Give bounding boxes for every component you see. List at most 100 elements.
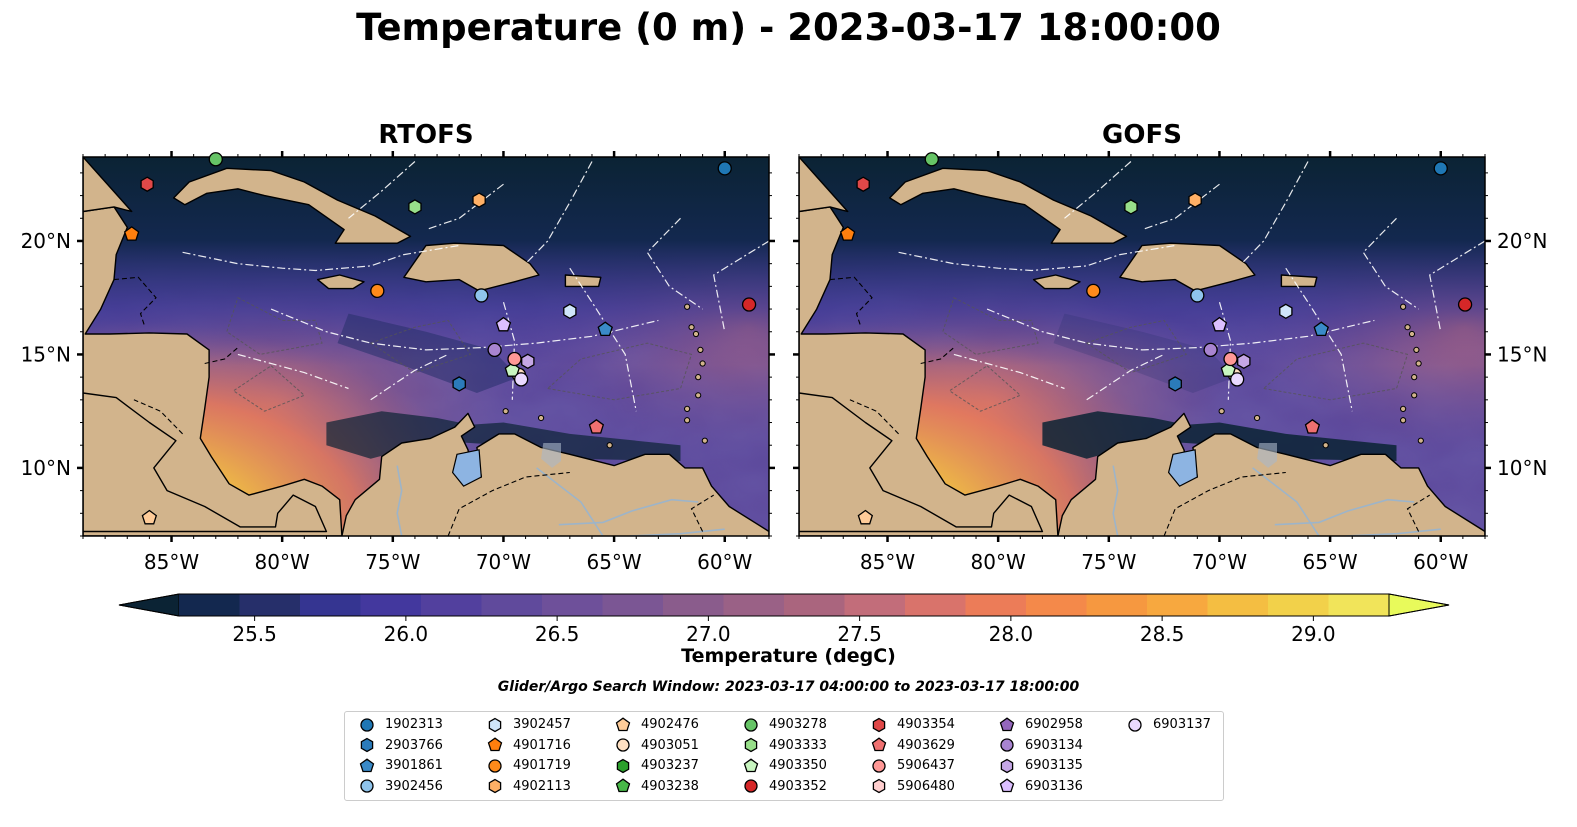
float-marker-4903278 — [924, 152, 939, 167]
colorbar-tick-label: 28.0 — [989, 622, 1034, 646]
land-jam — [316, 274, 365, 290]
land-cuba — [173, 167, 412, 244]
lat-tick-label: 15°N — [1497, 342, 1547, 366]
float-marker-2903766 — [452, 376, 466, 392]
legend-item-5906480: 5906480 — [871, 777, 955, 797]
float-marker-3902457 — [563, 303, 577, 320]
colorbar-segment — [1207, 594, 1269, 616]
legend-label: 3901861 — [385, 758, 443, 773]
legend-label: 4902476 — [641, 717, 699, 732]
lat-tick-label: 10°N — [21, 456, 71, 480]
land-west — [83, 157, 133, 213]
legend-label: 3902456 — [385, 778, 443, 794]
legend-marker-icon — [360, 737, 374, 753]
legend-marker-icon — [871, 737, 887, 752]
legend-marker-icon — [1000, 738, 1014, 752]
legend-item-6903137: 6903137 — [1127, 715, 1211, 735]
land-jam — [1032, 274, 1081, 290]
float-marker-6903136 — [1211, 316, 1228, 332]
land-yuc — [83, 206, 343, 536]
float-marker-4901716 — [123, 226, 140, 241]
legend-item-4903352: 4903352 — [743, 777, 827, 797]
float-marker-4903629 — [1304, 418, 1321, 434]
colorbar-segment — [1268, 594, 1329, 616]
legend-marker-icon — [1000, 758, 1014, 773]
lon-tick-label: 75°W — [365, 550, 420, 574]
land-sa — [341, 412, 769, 536]
float-marker-6903137 — [1230, 372, 1245, 387]
legend-item-3902457: 3902457 — [487, 715, 571, 735]
legend-marker-icon — [1128, 717, 1142, 732]
float-marker-5906437 — [1223, 351, 1238, 367]
legend-label: 4901719 — [513, 758, 571, 773]
lat-tick-label: 20°N — [21, 229, 71, 253]
lon-tick-label: 80°W — [255, 550, 310, 574]
colorbar-tick-label: 25.5 — [232, 622, 277, 646]
gofs-panel-title: GOFS — [1102, 120, 1182, 150]
map-frame — [798, 156, 1486, 537]
legend-label: 4903350 — [769, 758, 827, 773]
float-marker-4902113 — [472, 192, 486, 208]
float-marker-4903352 — [1457, 297, 1473, 312]
legend-marker-icon — [872, 778, 886, 794]
legend-label: 6903135 — [1025, 758, 1083, 773]
colorbar-segment — [844, 594, 906, 616]
map-panel-rtofs: 85°W 80°W 75°W 70°W 65°W 60°W 10°N 15°N 20°N — [21, 151, 775, 574]
lon-tick-label: 65°W — [1302, 550, 1357, 574]
float-marker-4903354 — [140, 176, 154, 192]
legend-marker-icon — [359, 757, 375, 772]
legend-item-4903238: 4903238 — [615, 777, 699, 797]
float-legend: 1902313 2903766 3901861 3902456 3902457 49017… — [344, 711, 1224, 801]
float-marker-4903350 — [1220, 362, 1236, 377]
legend-item-4902113: 4902113 — [487, 777, 571, 797]
legend-item-4903350: 4903350 — [743, 756, 827, 776]
map-panel-gofs: 85°W 80°W 75°W 70°W 65°W 60°W 10°N 15°N 20°N — [793, 151, 1547, 574]
legend-marker-icon — [872, 717, 886, 732]
colorbar-segment — [1328, 594, 1390, 616]
colorbar-tick-label: 26.5 — [535, 622, 580, 646]
colorbar-segment — [1026, 594, 1087, 616]
colorbar-segment — [965, 594, 1027, 616]
float-marker-6903134 — [487, 342, 502, 358]
float-marker-4902476 — [857, 509, 874, 525]
legend-marker-icon — [360, 717, 374, 732]
legend-marker-icon — [487, 737, 503, 752]
legend-marker-icon — [744, 717, 758, 732]
legend-label: 1902313 — [385, 717, 443, 732]
legend-marker-icon — [744, 779, 758, 793]
legend-item-6903136: 6903136 — [999, 777, 1083, 797]
legend-item-5906437: 5906437 — [871, 756, 955, 776]
legend-marker-icon — [999, 716, 1015, 731]
lon-tick-label: 85°W — [144, 550, 199, 574]
colorbar: 25.5 26.0 26.5 27.0 27.5 28.0 28.5 29.0 — [118, 593, 1450, 646]
lat-tick-label: 15°N — [21, 342, 71, 366]
lat-tick-label: 10°N — [1497, 456, 1547, 480]
lon-tick-label: 70°W — [476, 550, 531, 574]
colorbar-segment — [663, 594, 724, 616]
legend-item-3901861: 3901861 — [359, 756, 443, 776]
float-marker-4903333 — [1124, 199, 1138, 215]
legend-label: 4903278 — [769, 717, 827, 732]
colorbar-high-extension — [1388, 593, 1450, 617]
float-marker-3902456 — [1190, 288, 1205, 303]
legend-marker-icon — [488, 758, 502, 773]
legend-item-4903629: 4903629 — [871, 736, 955, 756]
float-marker-6903134 — [1203, 342, 1218, 358]
legend-label: 4903354 — [897, 717, 955, 732]
colorbar-tick-label: 27.5 — [837, 622, 882, 646]
land-pr — [1280, 274, 1318, 288]
colorbar-segment — [723, 594, 785, 616]
legend-label: 6902958 — [1025, 717, 1083, 732]
lon-tick-label: 80°W — [971, 550, 1026, 574]
legend-marker-icon — [744, 737, 758, 753]
legend-label: 4903238 — [641, 778, 699, 794]
float-marker-4903629 — [588, 418, 605, 434]
legend-label: 4903051 — [641, 737, 699, 753]
colorbar-segment — [239, 594, 301, 616]
lon-tick-label: 60°W — [1413, 550, 1468, 574]
lon-tick-label: 60°W — [697, 550, 752, 574]
legend-marker-icon — [872, 758, 886, 773]
lon-tick-label: 85°W — [860, 550, 915, 574]
float-marker-2903766 — [1168, 376, 1182, 392]
lon-tick-label: 70°W — [1192, 550, 1247, 574]
